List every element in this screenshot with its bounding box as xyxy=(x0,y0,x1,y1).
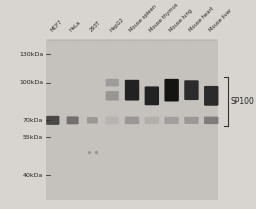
Text: Mouse spleen: Mouse spleen xyxy=(129,4,158,33)
Text: MCF7: MCF7 xyxy=(49,19,63,33)
FancyBboxPatch shape xyxy=(204,117,218,124)
Text: 100kDa: 100kDa xyxy=(19,80,43,85)
FancyBboxPatch shape xyxy=(125,117,139,124)
FancyBboxPatch shape xyxy=(164,117,179,124)
Text: HepG2: HepG2 xyxy=(109,17,125,33)
Text: SP100: SP100 xyxy=(230,97,254,106)
Text: Mouse liver: Mouse liver xyxy=(208,8,233,33)
FancyBboxPatch shape xyxy=(67,116,79,124)
Text: 70kDa: 70kDa xyxy=(23,118,43,123)
FancyBboxPatch shape xyxy=(145,86,159,105)
Text: Mouse lung: Mouse lung xyxy=(168,8,193,33)
Text: 293T: 293T xyxy=(89,20,102,33)
Text: 40kDa: 40kDa xyxy=(23,173,43,178)
Text: HeLa: HeLa xyxy=(69,20,82,33)
FancyBboxPatch shape xyxy=(204,86,218,106)
Bar xyxy=(46,39,218,200)
FancyBboxPatch shape xyxy=(184,80,199,100)
FancyBboxPatch shape xyxy=(184,117,199,124)
FancyBboxPatch shape xyxy=(164,79,179,102)
Text: Mouse heart: Mouse heart xyxy=(188,6,215,33)
FancyBboxPatch shape xyxy=(125,80,139,101)
FancyBboxPatch shape xyxy=(87,117,98,124)
Text: Mouse thymus: Mouse thymus xyxy=(148,2,179,33)
FancyBboxPatch shape xyxy=(145,117,159,124)
FancyBboxPatch shape xyxy=(46,116,59,125)
FancyBboxPatch shape xyxy=(106,91,119,101)
FancyBboxPatch shape xyxy=(106,116,119,124)
Text: 55kDa: 55kDa xyxy=(23,135,43,140)
FancyBboxPatch shape xyxy=(106,79,119,86)
Text: 130kDa: 130kDa xyxy=(19,52,43,57)
